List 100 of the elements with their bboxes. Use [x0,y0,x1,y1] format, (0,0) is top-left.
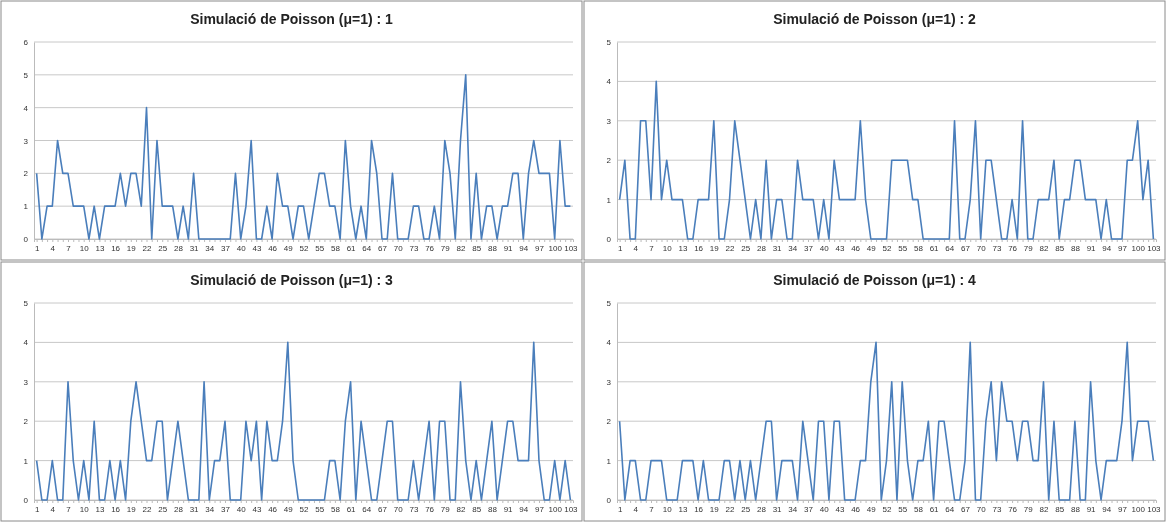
x-tick-label: 61 [929,504,940,514]
x-tick-label: 52 [299,243,309,253]
y-tick-label: 0 [23,496,29,506]
x-tick-label: 43 [835,243,845,253]
x-tick-label: 40 [819,243,830,253]
x-tick-label: 37 [221,504,231,514]
y-tick-label: 4 [23,338,29,348]
x-tick-label: 16 [111,504,121,514]
y-tick-label: 5 [23,70,29,80]
y-tick-label: 3 [606,116,612,126]
x-tick-label: 55 [315,243,325,253]
x-tick-label: 100 [1131,504,1146,514]
x-tick-label: 58 [913,504,924,514]
x-tick-label: 100 [548,504,563,514]
x-tick-label: 91 [503,504,514,514]
x-tick-label: 76 [425,504,435,514]
x-tick-label: 85 [472,504,482,514]
x-tick-label: 64 [945,243,955,253]
x-tick-label: 73 [992,504,1002,514]
x-tick-label: 10 [79,243,90,253]
x-tick-label: 49 [866,243,877,253]
y-tick-label: 0 [606,496,612,506]
x-tick-label: 1 [34,243,40,253]
x-tick-label: 88 [1070,243,1081,253]
chart-title: Simulació de Poisson (μ=1) : 1 [190,11,394,27]
x-tick-label: 22 [142,504,153,514]
y-tick-label: 1 [23,202,29,212]
x-tick-label: 52 [299,504,309,514]
x-tick-label: 49 [866,504,877,514]
x-tick-label: 4 [50,243,56,253]
x-tick-label: 22 [142,243,153,253]
y-tick-label: 1 [606,456,612,466]
y-tick-label: 0 [606,235,612,245]
x-tick-label: 70 [393,504,404,514]
x-tick-label: 94 [519,243,529,253]
y-tick-label: 5 [23,299,29,309]
x-tick-label: 16 [694,504,704,514]
x-tick-label: 7 [66,504,72,514]
x-tick-label: 16 [694,243,704,253]
x-tick-label: 28 [173,504,184,514]
x-tick-label: 34 [205,243,215,253]
x-tick-label: 70 [393,243,404,253]
x-tick-label: 76 [1008,504,1018,514]
x-tick-label: 43 [252,504,262,514]
x-tick-label: 79 [440,504,451,514]
x-tick-label: 55 [898,243,908,253]
x-tick-label: 64 [945,504,955,514]
x-tick-label: 10 [662,504,673,514]
y-tick-label: 5 [606,38,612,48]
x-tick-label: 82 [1039,504,1049,514]
x-tick-label: 4 [633,243,639,253]
x-tick-label: 13 [95,504,105,514]
x-tick-label: 64 [362,504,372,514]
x-tick-label: 46 [851,504,861,514]
x-tick-label: 67 [961,243,971,253]
x-tick-label: 85 [472,243,482,253]
x-tick-label: 10 [79,504,90,514]
x-tick-label: 46 [851,243,861,253]
x-tick-label: 43 [835,504,845,514]
x-tick-label: 97 [535,243,545,253]
x-tick-label: 97 [535,504,545,514]
x-tick-label: 46 [268,504,278,514]
x-tick-label: 52 [882,504,892,514]
y-tick-label: 5 [606,299,612,309]
y-tick-label: 3 [23,136,29,146]
chart-title: Simulació de Poisson (μ=1) : 2 [773,11,977,27]
x-tick-label: 100 [1131,243,1146,253]
x-tick-label: 61 [929,243,940,253]
x-tick-label: 94 [1102,504,1112,514]
x-tick-label: 22 [725,243,736,253]
x-tick-label: 103 [1147,243,1162,253]
x-tick-label: 25 [158,243,168,253]
x-tick-label: 1 [34,504,40,514]
x-tick-label: 103 [564,504,579,514]
x-tick-label: 67 [961,504,971,514]
x-tick-label: 61 [346,504,357,514]
x-tick-label: 76 [1008,243,1018,253]
y-tick-label: 2 [23,169,29,179]
x-tick-label: 49 [283,504,294,514]
x-tick-label: 67 [378,243,388,253]
x-tick-label: 88 [487,504,498,514]
x-tick-label: 13 [95,243,105,253]
x-tick-label: 31 [189,504,200,514]
chart-title: Simulació de Poisson (μ=1) : 4 [773,272,977,288]
x-tick-label: 7 [649,504,655,514]
x-tick-label: 97 [1118,243,1128,253]
x-tick-label: 82 [1039,243,1049,253]
x-tick-label: 103 [564,243,579,253]
x-tick-label: 73 [409,243,419,253]
x-tick-label: 58 [913,243,924,253]
x-tick-label: 40 [819,504,830,514]
x-tick-label: 25 [158,504,168,514]
x-tick-label: 79 [1023,504,1034,514]
x-tick-label: 97 [1118,504,1128,514]
x-tick-label: 58 [330,504,341,514]
x-tick-label: 94 [519,504,529,514]
x-tick-label: 88 [487,243,498,253]
x-tick-label: 55 [898,504,908,514]
y-tick-label: 3 [606,377,612,387]
x-tick-label: 79 [1023,243,1034,253]
